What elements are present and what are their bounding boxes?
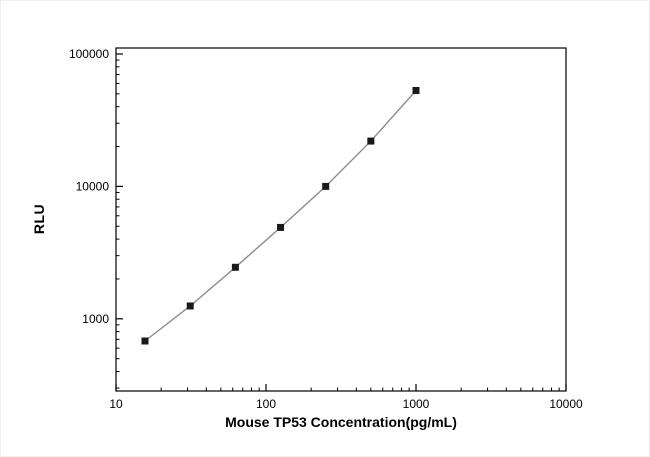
y-tick-label: 1000 <box>82 312 109 326</box>
data-point-marker <box>141 337 149 345</box>
data-point-marker <box>367 137 375 145</box>
x-tick-label: 100 <box>256 397 276 411</box>
y-tick-label: 100000 <box>69 47 109 61</box>
data-point-marker <box>277 223 285 231</box>
data-point-marker <box>322 182 330 190</box>
x-tick-label: 10 <box>109 397 123 411</box>
x-axis-title: Mouse TP53 Concentration(pg/mL) <box>225 414 457 430</box>
x-tick-label: 1000 <box>403 397 430 411</box>
x-tick-label: 10000 <box>549 397 583 411</box>
plot-frame <box>115 47 567 392</box>
series-line <box>144 90 417 342</box>
data-point-marker <box>231 263 239 271</box>
y-axis-title: RLU <box>31 203 47 235</box>
y-tick-label: 10000 <box>76 179 110 193</box>
data-point-marker <box>412 87 420 95</box>
data-point-marker <box>186 302 194 310</box>
